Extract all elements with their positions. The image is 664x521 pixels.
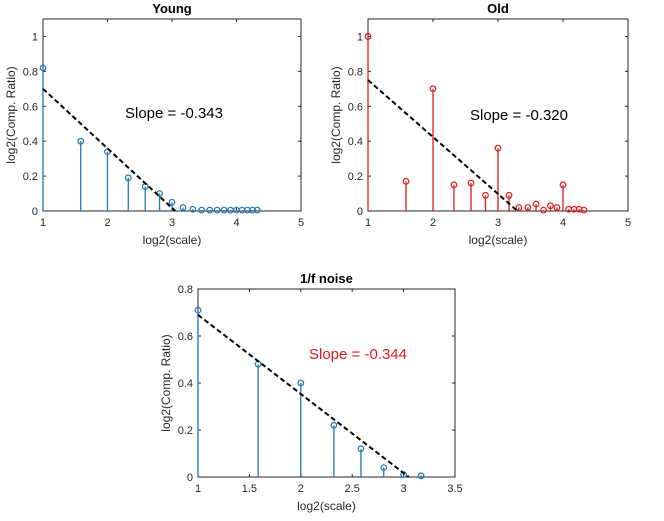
x-tick-label: 1 [365, 217, 371, 229]
stem-marker [213, 206, 221, 214]
y-tick-label: 0 [187, 472, 193, 484]
stem-marker [39, 64, 47, 72]
x-tick-label: 5 [298, 217, 304, 229]
y-tick-label: 0 [32, 206, 38, 218]
y-tick-label: 0.8 [348, 66, 363, 78]
stem-marker [364, 33, 372, 40]
slope-annotation: Slope = -0.343 [125, 105, 223, 122]
y-tick-label: 0.2 [178, 425, 193, 437]
chart-title: 1/f noise [300, 271, 353, 286]
x-tick-label: 5 [625, 217, 631, 229]
fit-line [42, 88, 176, 212]
stem-marker [198, 206, 206, 214]
y-tick-label: 0.4 [23, 136, 38, 148]
x-tick-label: 1.5 [242, 483, 257, 495]
x-tick-label: 2 [430, 217, 436, 229]
stem-marker [429, 85, 437, 93]
stem-marker [467, 179, 475, 187]
stem-marker [505, 191, 513, 199]
stem-marker [547, 202, 554, 210]
stem-marker [77, 137, 85, 145]
y-axis-label: log2(Comp. Ratio) [4, 66, 18, 163]
x-tick-label: 3 [495, 217, 501, 229]
stem-marker [494, 144, 502, 152]
chart-0: Young 1 2 3 4 5 0 0.2 0.4 0.6 0.8 1 log2(scale) log2(… [4, 1, 304, 247]
stem-marker [179, 204, 187, 211]
stem-marker [450, 181, 458, 189]
y-tick-label: 0.2 [23, 171, 38, 183]
stem-marker [417, 472, 425, 480]
stem-marker [357, 445, 365, 453]
stem-marker [189, 205, 197, 213]
stem-marker [297, 379, 305, 387]
y-tick-label: 0 [357, 206, 363, 218]
x-tick-label: 2.5 [345, 483, 360, 495]
x-tick-label: 3 [401, 483, 407, 495]
y-tick-label: 1 [357, 31, 363, 43]
stem-marker [515, 204, 523, 211]
stem-marker [253, 206, 261, 214]
stem-marker [249, 206, 256, 214]
chart-title: Young [152, 1, 192, 16]
y-tick-label: 0.6 [348, 101, 363, 113]
stem-marker [402, 177, 410, 185]
y-tick-label: 0.6 [23, 101, 38, 113]
stem-marker [482, 191, 489, 199]
x-axis-label: log2(scale) [143, 233, 202, 247]
stem-marker [524, 204, 532, 211]
stem-marker [168, 198, 176, 206]
x-tick-label: 2 [298, 483, 304, 495]
stem-marker [206, 206, 214, 214]
stem-marker [124, 174, 132, 182]
y-tick-label: 0.4 [178, 378, 193, 390]
x-tick-label: 1 [195, 483, 201, 495]
stem-marker [540, 206, 547, 214]
x-axis-label: log2(scale) [469, 233, 528, 247]
chart-title: Old [487, 1, 509, 16]
chart-1: Old 1 2 3 4 5 0 0.2 0.4 0.6 0.8 1 log2(scale) log2(Co… [329, 1, 631, 247]
stem-marker [380, 464, 388, 472]
y-tick-label: 0.8 [178, 284, 193, 296]
stem-marker [580, 206, 588, 214]
y-tick-label: 0.8 [23, 66, 38, 78]
plot-area [197, 288, 456, 478]
fit-line [367, 79, 519, 212]
y-tick-label: 0.2 [348, 171, 363, 183]
stem-marker [553, 204, 561, 211]
fit-line [197, 314, 410, 478]
stem-marker [330, 421, 338, 429]
x-tick-label: 2 [104, 217, 110, 229]
y-axis-label: log2(Comp. Ratio) [159, 334, 173, 431]
x-tick-label: 3 [169, 217, 175, 229]
x-tick-label: 1 [40, 217, 46, 229]
slope-annotation: Slope = -0.320 [470, 107, 568, 124]
y-tick-label: 0.4 [348, 136, 363, 148]
chart-2: 1/f noise 1 1.5 2 2.5 3 3.5 0 0.2 0.4 0.6 0.8 log2(s… [159, 271, 463, 513]
x-tick-label: 4 [560, 217, 566, 229]
x-axis-label: log2(scale) [297, 499, 356, 513]
stem-marker [575, 205, 583, 213]
stem-marker [220, 206, 228, 214]
stem-marker [559, 181, 567, 189]
stem-marker [532, 200, 540, 208]
y-tick-label: 0.6 [178, 331, 193, 343]
y-axis-label: log2(Comp. Ratio) [329, 66, 343, 163]
slope-annotation: Slope = -0.344 [309, 346, 407, 363]
x-tick-label: 3.5 [447, 483, 462, 495]
x-tick-label: 4 [233, 217, 239, 229]
stem-marker [194, 306, 202, 314]
y-tick-label: 1 [32, 31, 38, 43]
